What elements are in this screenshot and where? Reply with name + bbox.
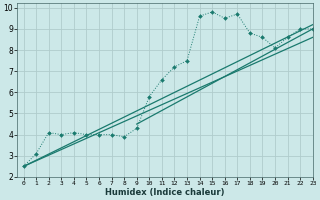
- X-axis label: Humidex (Indice chaleur): Humidex (Indice chaleur): [105, 188, 225, 197]
